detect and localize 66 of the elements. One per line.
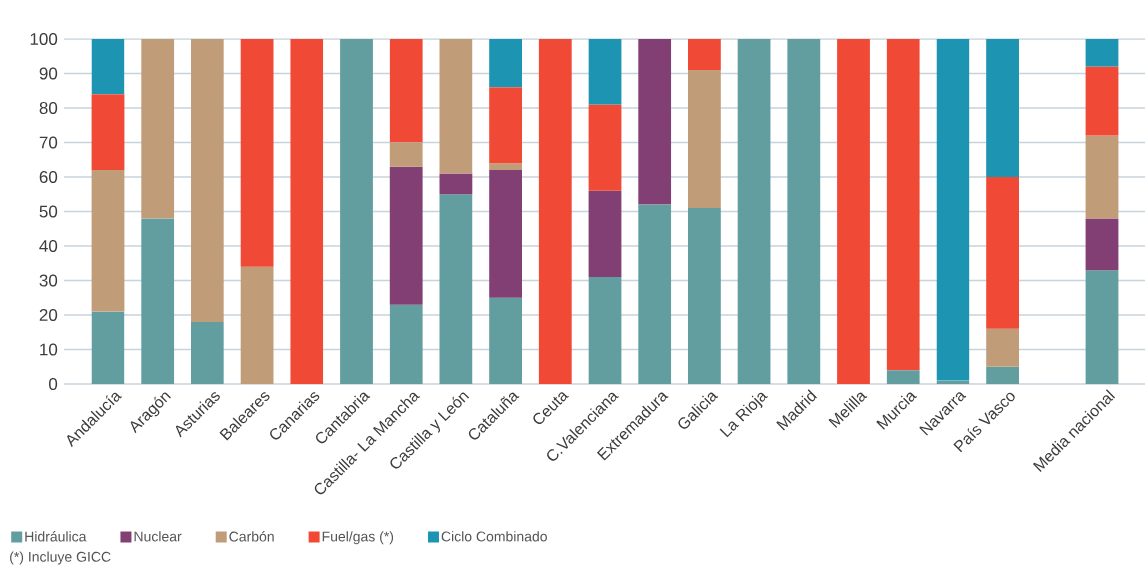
bar — [240, 266, 274, 384]
bar — [588, 190, 622, 278]
bar — [638, 204, 672, 384]
legend-label: Nuclear — [134, 531, 182, 542]
bar — [986, 328, 1019, 367]
y-tick-label: 60 — [39, 170, 58, 184]
text: (*) Incluye GICC — [10, 551, 111, 565]
bar — [688, 39, 721, 71]
bar — [1085, 66, 1119, 136]
bar — [340, 39, 373, 384]
bar — [1085, 218, 1119, 271]
bar — [389, 166, 423, 305]
bar — [986, 39, 1019, 177]
bar — [787, 39, 821, 384]
y-tick-label: 70 — [39, 136, 58, 149]
y-tick-label: 80 — [39, 101, 58, 115]
bar — [191, 321, 224, 384]
bar — [837, 39, 870, 384]
bar — [91, 39, 125, 95]
bar — [538, 39, 572, 384]
legend-label: Fuel/gas (*) — [322, 531, 394, 545]
bar — [91, 311, 125, 384]
bar — [389, 304, 423, 384]
bar — [290, 39, 324, 384]
y-tick-label: 100 — [30, 32, 58, 46]
bar — [240, 39, 274, 267]
bar — [389, 39, 423, 143]
legend-label: Hidráulica — [25, 531, 87, 542]
bar — [191, 39, 224, 322]
bar — [489, 170, 522, 298]
bar — [588, 104, 622, 191]
bar — [489, 39, 522, 88]
bar — [1085, 39, 1119, 67]
legend-label: Ciclo Combinado — [441, 531, 547, 542]
bar — [588, 39, 622, 105]
bar — [886, 370, 920, 384]
bar — [389, 142, 423, 167]
y-tick-label: 10 — [40, 343, 58, 356]
bar — [439, 194, 473, 384]
bar — [489, 163, 522, 171]
bar — [439, 39, 473, 174]
bar — [1085, 270, 1119, 384]
bar — [141, 218, 175, 384]
y-tick-label: 50 — [39, 205, 58, 218]
y-tick-label: 0 — [49, 377, 58, 391]
bar — [688, 70, 721, 209]
y-tick-label: 90 — [39, 67, 58, 80]
y-tick-label: 40 — [39, 239, 58, 253]
bar — [886, 39, 920, 371]
y-tick-label: 30 — [39, 274, 58, 287]
bar — [489, 297, 522, 384]
bar — [439, 173, 473, 195]
legend-label: Carbón — [229, 531, 274, 542]
bar — [489, 87, 522, 164]
bar — [91, 170, 125, 312]
bar — [986, 177, 1019, 329]
bar — [588, 277, 622, 384]
bar — [737, 39, 771, 384]
bar — [141, 39, 175, 219]
bar — [936, 39, 970, 381]
bar — [1085, 135, 1119, 219]
y-tick-label: 20 — [39, 308, 58, 322]
bar — [688, 208, 721, 384]
bar — [91, 94, 125, 171]
bar — [986, 366, 1019, 384]
bar — [638, 39, 672, 205]
